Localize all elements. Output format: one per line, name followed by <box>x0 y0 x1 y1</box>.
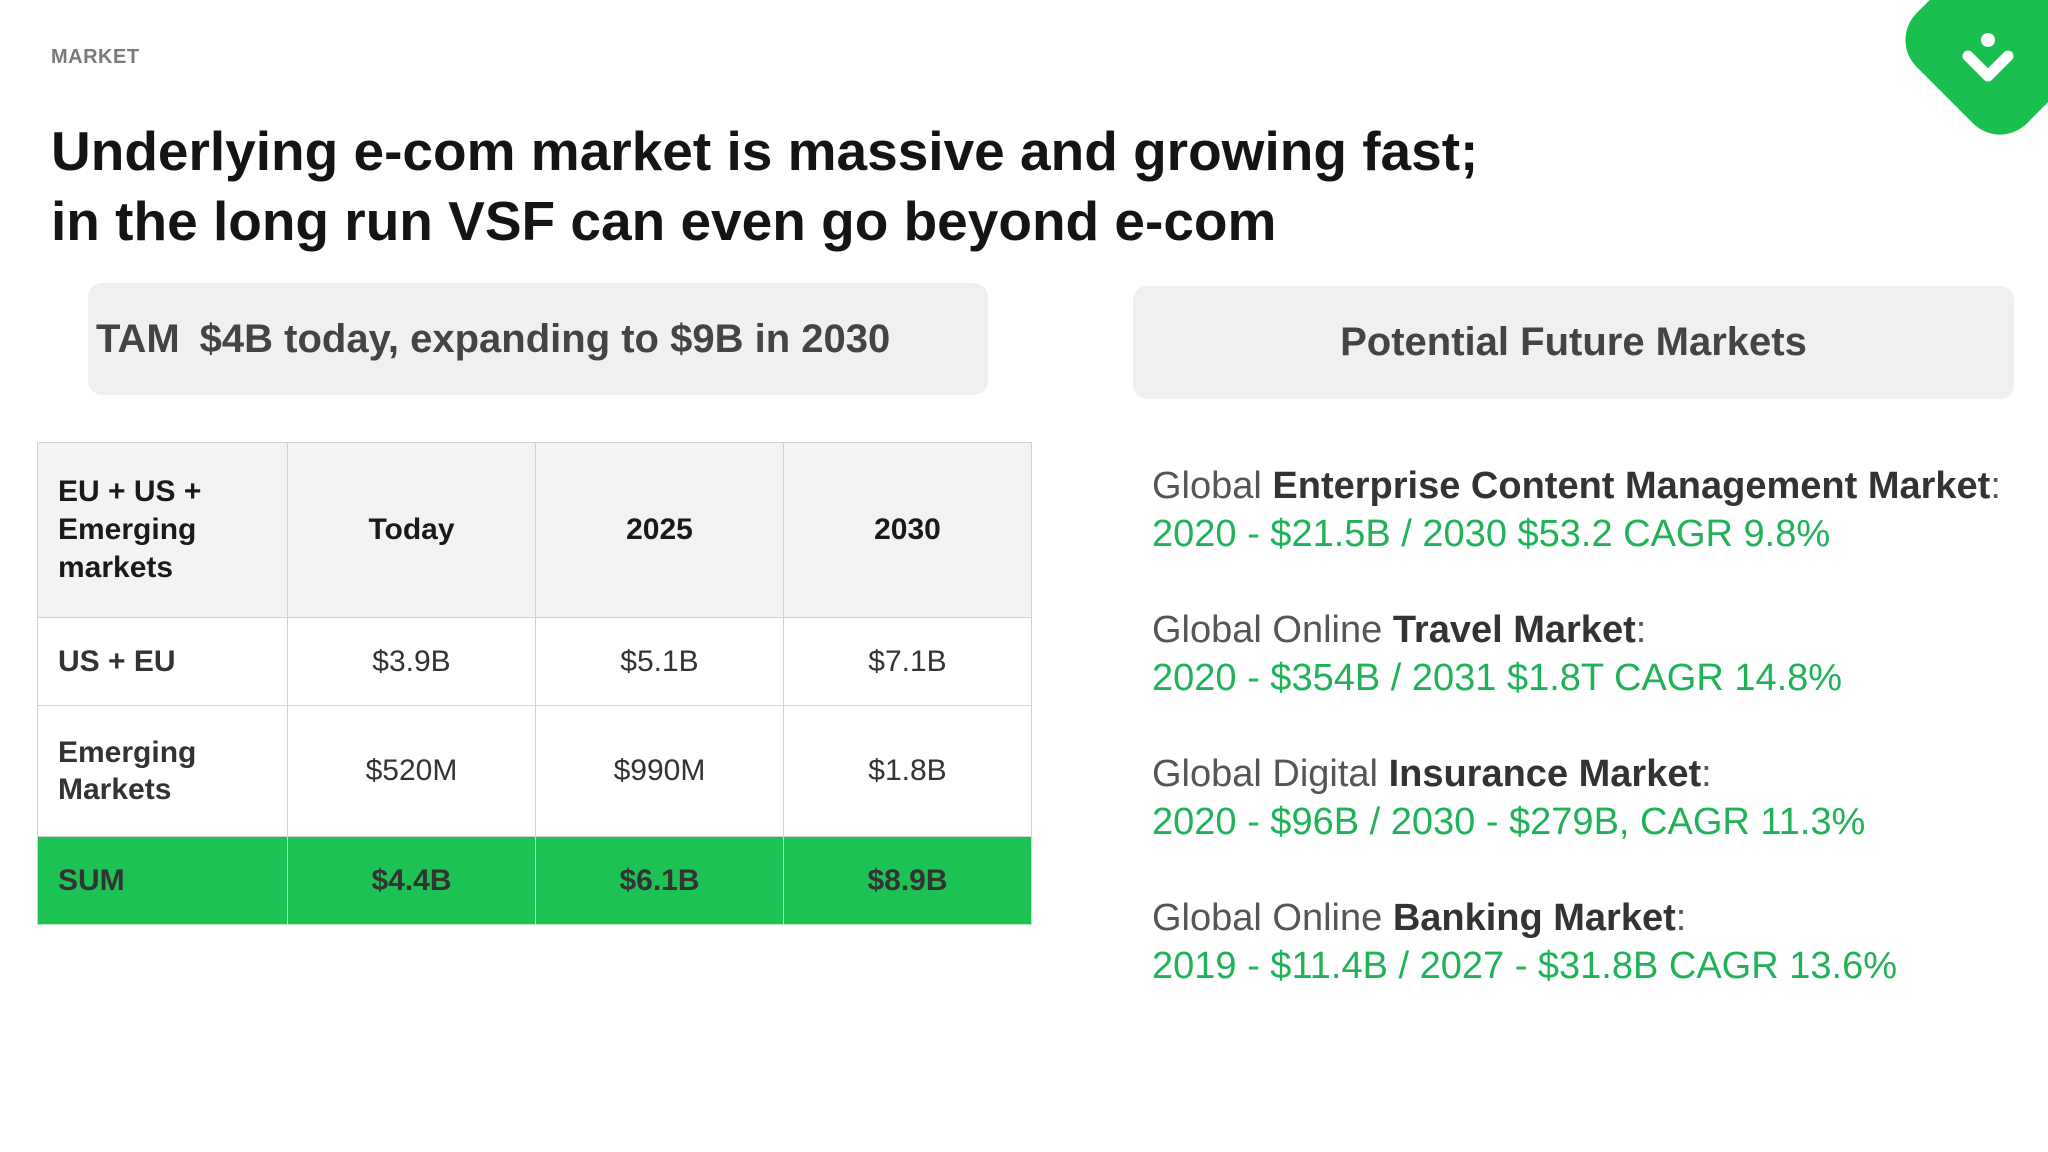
section-label: MARKET <box>51 46 140 68</box>
table-cell: $6.1B <box>535 836 784 925</box>
market-label: Global Enterprise Content Management Mar… <box>1152 465 2001 507</box>
market-prefix: Global Digital <box>1152 753 1389 795</box>
table-header-row: EU + US + Emerging markets Today 2025 20… <box>37 442 1032 618</box>
chevron-down-icon <box>1962 33 2014 82</box>
market-name: Insurance Market <box>1388 753 1702 795</box>
row-label: US + EU <box>37 617 288 706</box>
table-sum-row: SUM $4.4B $6.1B $8.9B <box>37 836 1032 925</box>
table-cell: $4.4B <box>287 836 536 925</box>
market-label: Global Online Travel Market: <box>1152 609 1646 651</box>
future-markets-list: Global Enterprise Content Management Mar… <box>1152 462 2012 1038</box>
market-name: Banking Market <box>1392 897 1676 939</box>
market-suffix: : <box>1990 465 2001 507</box>
tam-text: $4B today, expanding to $9B in 2030 <box>199 316 891 361</box>
list-item: Global Digital Insurance Market: 2020 - … <box>1152 750 2012 846</box>
table-cell: $990M <box>535 705 784 837</box>
market-stats: 2020 - $21.5B / 2030 $53.2 CAGR 9.8% <box>1152 513 1831 555</box>
table-row: Emerging Markets $520M $990M $1.8B <box>37 705 1032 837</box>
row-label: SUM <box>37 836 288 925</box>
market-prefix: Global Online <box>1152 609 1393 651</box>
market-stats: 2019 - $11.4B / 2027 - $31.8B CAGR 13.6% <box>1152 945 1897 987</box>
table-row: US + EU $3.9B $5.1B $7.1B <box>37 617 1032 706</box>
table-header-cell: 2030 <box>783 442 1032 618</box>
future-markets-header: Potential Future Markets <box>1133 286 2014 399</box>
market-suffix: : <box>1635 609 1647 651</box>
market-size-table: EU + US + Emerging markets Today 2025 20… <box>37 442 1032 925</box>
page-title: Underlying e-com market is massive and g… <box>51 120 1479 252</box>
market-suffix: : <box>1701 753 1712 795</box>
table-header-cell: Today <box>287 442 536 618</box>
market-label: Global Digital Insurance Market: <box>1152 753 1712 795</box>
table-header-cell: EU + US + Emerging markets <box>37 442 288 618</box>
list-item: Global Enterprise Content Management Mar… <box>1152 462 2012 558</box>
table-cell: $8.9B <box>783 836 1032 925</box>
row-label: Emerging Markets <box>37 705 288 837</box>
list-item: Global Online Banking Market: 2019 - $11… <box>1152 894 2012 990</box>
market-stats: 2020 - $96B / 2030 - $279B, CAGR 11.3% <box>1152 801 1866 843</box>
tam-prefix: TAM <box>96 316 180 361</box>
market-label: Global Online Banking Market: <box>1152 897 1686 939</box>
table-header-cell: 2025 <box>535 442 784 618</box>
market-prefix: Global <box>1152 465 1273 507</box>
market-name: Enterprise Content Management Market <box>1272 465 1991 507</box>
market-stats: 2020 - $354B / 2031 $1.8T CAGR 14.8% <box>1152 657 1843 699</box>
tam-banner: TAM $4B today, expanding to $9B in 2030 <box>88 283 988 395</box>
table-cell: $5.1B <box>535 617 784 706</box>
market-name: Travel Market <box>1392 609 1636 651</box>
table-cell: $7.1B <box>783 617 1032 706</box>
table-cell: $3.9B <box>287 617 536 706</box>
market-suffix: : <box>1675 897 1687 939</box>
table-cell: $1.8B <box>783 705 1032 837</box>
list-item: Global Online Travel Market: 2020 - $354… <box>1152 606 2012 702</box>
table-cell: $520M <box>287 705 536 837</box>
market-prefix: Global Online <box>1152 897 1393 939</box>
